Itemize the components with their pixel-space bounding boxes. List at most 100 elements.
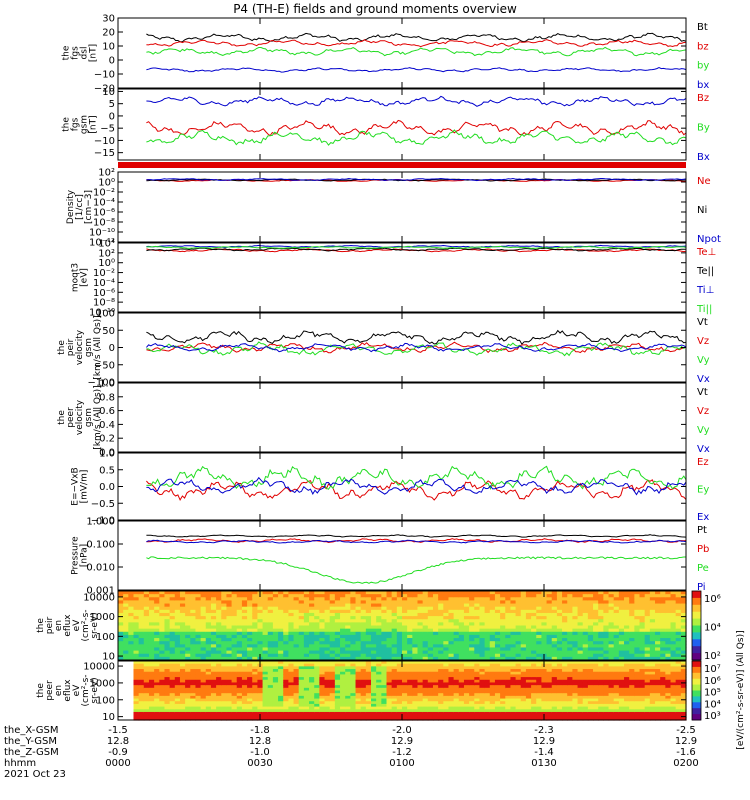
spectrogram-cell xyxy=(293,674,300,678)
spectrogram-cell xyxy=(536,638,543,642)
spectrogram-cell xyxy=(118,647,124,652)
spectrogram-cell xyxy=(422,706,429,710)
spectrogram-cell xyxy=(319,711,326,716)
spectrogram-cell xyxy=(407,625,413,630)
spectrogram-cell xyxy=(314,693,320,697)
spectrogram-cell xyxy=(634,656,641,661)
spectrogram-cell xyxy=(629,698,635,702)
spectrogram-cell xyxy=(567,669,573,673)
spectrogram-cell xyxy=(355,666,362,670)
colorbar-segment xyxy=(692,591,701,599)
spectrogram-cell xyxy=(665,663,672,667)
spectrogram-cell xyxy=(541,706,548,710)
spectrogram-cell xyxy=(303,616,310,620)
spectrogram-cell xyxy=(154,703,160,708)
spectrogram-cell xyxy=(603,594,610,598)
spectrogram-cell xyxy=(458,600,465,605)
spectrogram-cell xyxy=(556,644,563,649)
spectrogram-cell xyxy=(334,603,341,608)
spectrogram-cell xyxy=(391,650,398,655)
spectrogram-cell xyxy=(190,695,197,700)
spectrogram-cell xyxy=(479,687,486,692)
spectrogram-cell xyxy=(525,661,532,665)
spectrogram-cell xyxy=(278,682,284,686)
spectrogram-cell xyxy=(365,638,372,642)
spectrogram-cell xyxy=(582,650,589,655)
spectrogram-cell xyxy=(582,685,589,689)
spectrogram-cell xyxy=(453,682,460,686)
spectrogram-cell xyxy=(546,625,553,630)
spectrogram-cell xyxy=(458,695,465,700)
spectrogram-cell xyxy=(278,616,284,620)
spectrogram-cell xyxy=(649,666,656,670)
spectrogram-cell xyxy=(577,619,584,623)
spectrogram-cell xyxy=(169,619,176,623)
spectrogram-cell xyxy=(133,650,140,655)
spectrogram-cell xyxy=(613,638,620,642)
spectrogram-cell xyxy=(288,695,295,700)
spectrogram-cell xyxy=(179,693,186,697)
spectrogram-cell xyxy=(210,674,217,678)
spectrogram-cell xyxy=(613,656,620,661)
spectrogram-cell xyxy=(159,597,166,602)
spectrogram-cell xyxy=(236,641,243,645)
spectrogram-cell xyxy=(603,674,610,678)
spectrogram-cell xyxy=(562,709,568,713)
spectrogram-cell xyxy=(236,666,243,670)
colorbar-segment xyxy=(692,597,701,606)
spectrogram-cell xyxy=(210,671,217,676)
spectrogram-cell xyxy=(350,690,357,694)
spectrogram-cell xyxy=(190,674,197,678)
spectrogram-cell xyxy=(303,619,310,623)
y-axis-label-line: en xyxy=(54,620,64,631)
spectrogram-cell xyxy=(123,674,129,678)
spectrogram-cell xyxy=(381,597,388,602)
spectrogram-cell xyxy=(391,616,398,620)
spectrogram-cell xyxy=(118,663,124,667)
spectrogram-cell xyxy=(665,647,672,652)
spectrogram-cell xyxy=(293,671,300,676)
spectrogram-cell xyxy=(376,690,382,694)
spectrogram-cell xyxy=(288,690,295,694)
spectrogram-cell xyxy=(221,647,228,652)
spectrogram-cell xyxy=(412,631,419,636)
spectrogram-cell xyxy=(422,698,429,702)
spectrogram-cell xyxy=(531,695,537,700)
spectrogram-cell xyxy=(438,682,444,686)
spectrogram-cell xyxy=(587,622,594,627)
colorbar-tick-label: 10² xyxy=(704,651,721,662)
spectrogram-cell xyxy=(432,597,439,602)
spectrogram-cell xyxy=(267,634,274,639)
spectrogram-cell xyxy=(247,671,253,676)
spectrogram-cell xyxy=(624,690,630,694)
spectrogram-cell xyxy=(267,603,274,608)
spectrogram-cell xyxy=(241,706,248,710)
spectrogram-cell xyxy=(510,703,517,708)
spectrogram-cell xyxy=(298,682,305,686)
spectrogram-cell xyxy=(613,591,620,595)
spectrogram-cell xyxy=(644,703,651,708)
spectrogram-cell xyxy=(143,677,150,681)
spectrogram-cell xyxy=(582,603,589,608)
spectrogram-cell xyxy=(154,701,160,705)
spectrogram-cell xyxy=(216,671,222,676)
spectrogram-cell xyxy=(438,711,444,716)
spectrogram-cell xyxy=(494,634,501,639)
y-axis-label-line: [eV] xyxy=(80,268,90,287)
spectrogram-cell xyxy=(241,666,248,670)
spectrogram-cell xyxy=(221,625,228,630)
spectrogram-cell xyxy=(278,619,284,623)
spectrogram-cell xyxy=(303,634,310,639)
spectrogram-cell xyxy=(458,663,465,667)
spectrogram-cell xyxy=(179,669,186,673)
spectrogram-cell xyxy=(148,674,155,678)
spectrogram-cell xyxy=(587,663,594,667)
spectrogram-cell xyxy=(536,677,543,681)
spectrogram-cell xyxy=(453,653,460,658)
spectrogram-cell xyxy=(587,653,594,658)
spectrogram-cell xyxy=(123,671,129,676)
spectrogram-cell xyxy=(288,687,295,692)
spectrogram-cell xyxy=(412,717,419,721)
spectrogram-cell xyxy=(412,685,419,689)
